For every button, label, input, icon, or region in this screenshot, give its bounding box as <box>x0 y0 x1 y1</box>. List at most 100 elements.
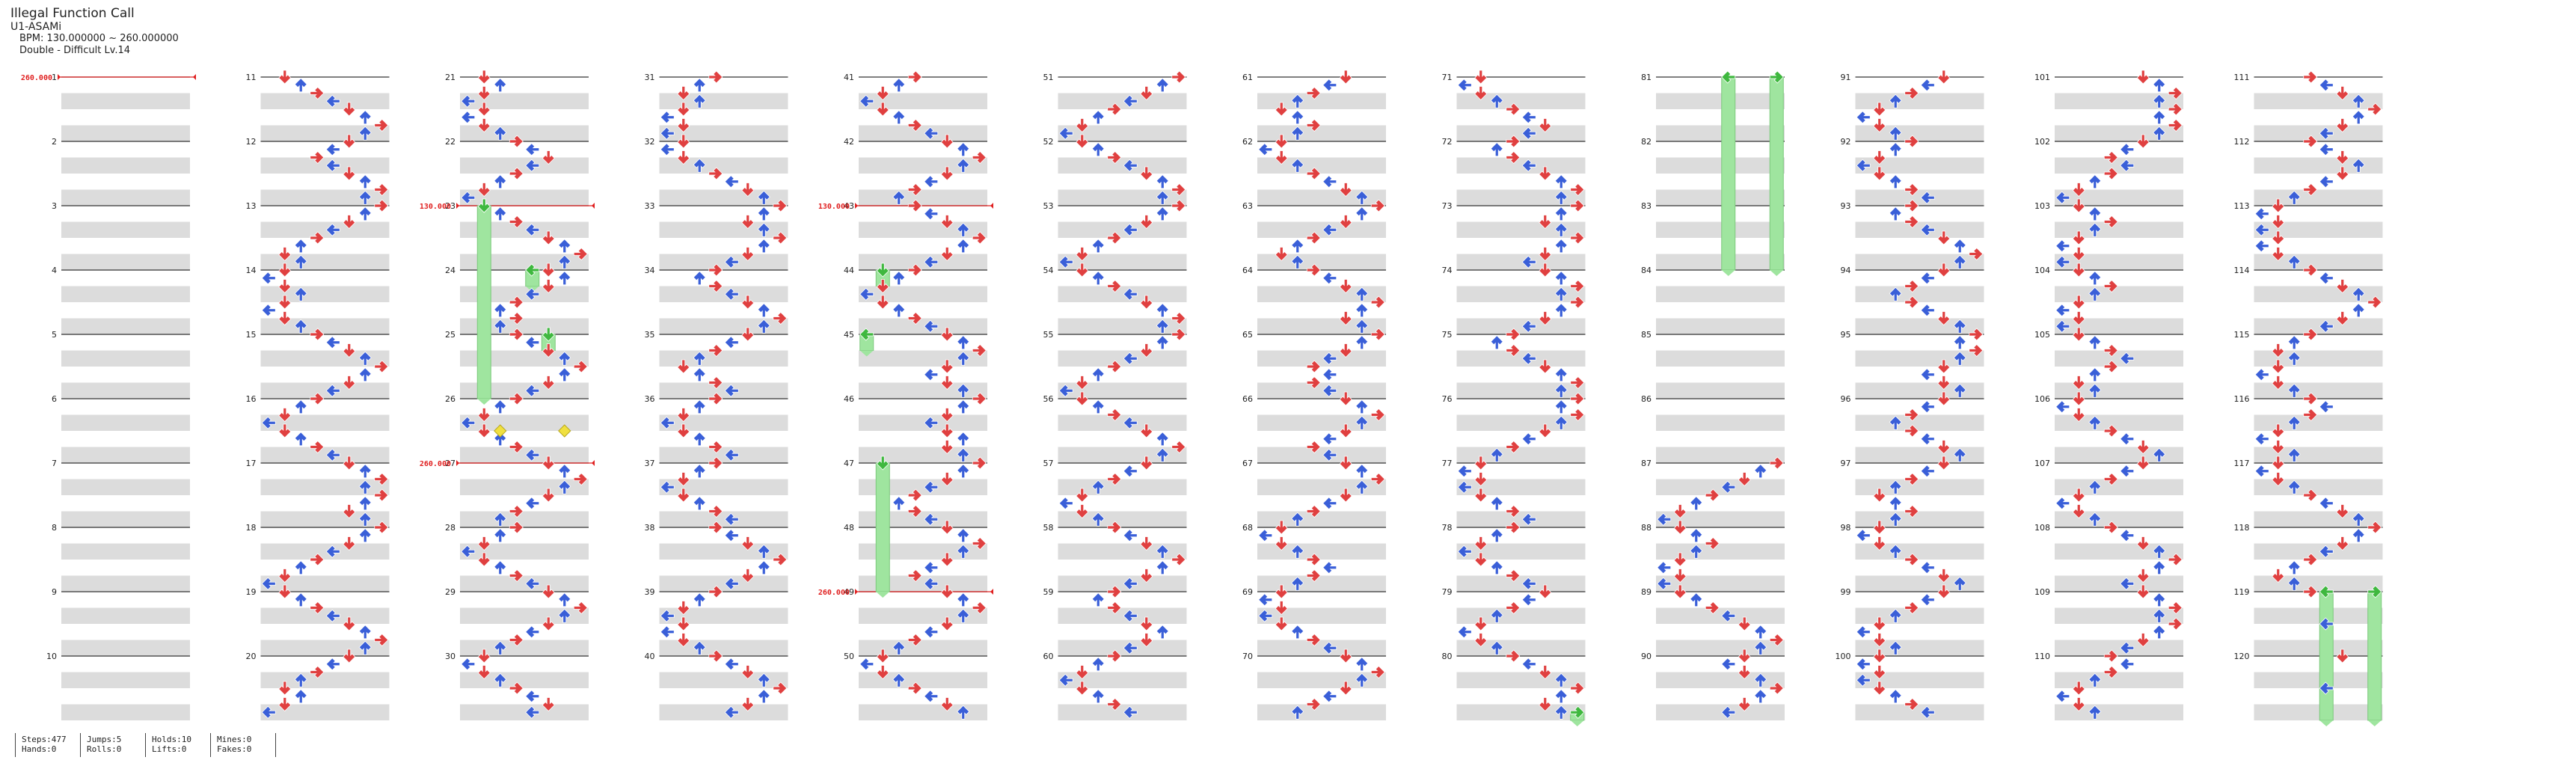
step-arrow <box>693 496 706 511</box>
step-arrow <box>708 585 723 598</box>
step-arrow <box>1474 616 1488 631</box>
beat-band <box>61 479 190 495</box>
step-arrow <box>2055 400 2070 414</box>
step-arrow <box>2352 158 2365 173</box>
step-arrow <box>677 423 690 438</box>
beat-band <box>2055 318 2183 334</box>
measure-number: 72 <box>1442 137 1453 147</box>
step-arrow <box>374 488 389 502</box>
measure-number: 84 <box>1641 266 1652 275</box>
step-arrow <box>1539 166 1552 181</box>
step-arrow <box>2336 536 2349 551</box>
step-arrow <box>940 616 954 631</box>
step-arrow <box>1889 544 1902 559</box>
step-arrow <box>1306 376 1321 390</box>
step-arrow <box>708 392 723 405</box>
beat-band <box>460 93 589 109</box>
step-arrow <box>876 263 889 278</box>
step-arrow <box>542 488 555 503</box>
step-arrow <box>1769 70 1784 84</box>
step-arrow <box>1123 577 1138 590</box>
step-arrow <box>1091 239 1105 254</box>
bpm-change-label: 260.000 <box>420 460 451 468</box>
step-arrow <box>1705 536 1720 551</box>
beat-band <box>61 318 190 334</box>
step-arrow <box>693 94 706 108</box>
step-arrow <box>1721 609 1736 622</box>
step-arrow <box>542 376 555 390</box>
measure-number: 17 <box>246 459 257 468</box>
step-arrow <box>1889 415 1902 430</box>
measure-number: 46 <box>844 394 854 404</box>
step-arrow <box>278 279 292 294</box>
measure-number: 92 <box>1841 137 1851 147</box>
step-arrow <box>1107 231 1122 245</box>
step-arrow <box>957 447 970 462</box>
beat-band <box>1656 350 1785 367</box>
measure-number: 64 <box>1242 266 1253 275</box>
step-arrow <box>2303 328 2318 341</box>
step-arrow <box>325 545 340 558</box>
step-arrow <box>724 658 739 671</box>
stat-lifts: Lifts:0 <box>152 744 187 754</box>
step-arrow <box>1506 521 1521 534</box>
beat-band <box>1656 447 1785 463</box>
step-arrow <box>876 295 889 310</box>
beat-band <box>1656 221 1785 238</box>
step-arrow <box>1937 70 1951 85</box>
step-arrow <box>2072 263 2085 278</box>
step-arrow <box>708 376 723 390</box>
step-arrow <box>940 697 954 712</box>
step-arrow <box>1937 456 1951 471</box>
step-arrow <box>1107 697 1122 711</box>
step-arrow <box>2168 617 2183 631</box>
step-arrow <box>957 351 970 366</box>
step-arrow <box>558 479 571 494</box>
measure-number: 23 <box>445 201 456 211</box>
step-arrow <box>1339 70 1352 85</box>
step-arrow <box>757 206 770 221</box>
step-arrow <box>1570 231 1585 245</box>
step-arrow <box>1920 705 1935 719</box>
measure-number: 61 <box>1242 73 1253 82</box>
hold-tail <box>1721 270 1735 276</box>
step-arrow <box>494 560 507 575</box>
step-arrow <box>1754 625 1767 640</box>
step-arrow <box>278 70 292 85</box>
step-arrow <box>1889 206 1902 221</box>
step-arrow <box>773 311 788 325</box>
hold-body <box>2319 591 2334 721</box>
step-arrow <box>1554 303 1568 318</box>
beat-band <box>1456 157 1586 174</box>
step-arrow <box>2168 601 2183 615</box>
step-arrow <box>294 319 307 334</box>
step-arrow <box>741 665 755 680</box>
step-arrow <box>477 118 491 133</box>
measure-number: 106 <box>2034 394 2050 404</box>
beat-band <box>2055 479 2183 495</box>
step-arrow <box>2072 391 2085 406</box>
step-arrow <box>2055 690 2070 703</box>
beat-band <box>1257 350 1386 367</box>
beat-band <box>1257 318 1386 334</box>
measure-number: 48 <box>844 523 854 533</box>
step-arrow <box>2120 143 2135 156</box>
step-arrow <box>477 408 491 423</box>
beat-band <box>260 704 390 720</box>
step-arrow <box>892 496 906 511</box>
beat-band <box>460 447 589 463</box>
step-arrow <box>1355 399 1369 414</box>
step-arrow <box>940 552 954 567</box>
step-arrow <box>1521 432 1536 446</box>
step-arrow <box>1738 472 1751 487</box>
step-arrow <box>2103 167 2118 180</box>
step-arrow <box>957 464 970 479</box>
beat-band <box>2254 543 2383 560</box>
step-arrow <box>1306 697 1321 711</box>
step-arrow <box>1123 465 1138 478</box>
beat-band <box>260 511 390 527</box>
step-arrow <box>1920 272 1935 285</box>
beat-band <box>1855 672 1984 688</box>
step-arrow <box>261 416 276 429</box>
step-arrow <box>558 254 571 269</box>
